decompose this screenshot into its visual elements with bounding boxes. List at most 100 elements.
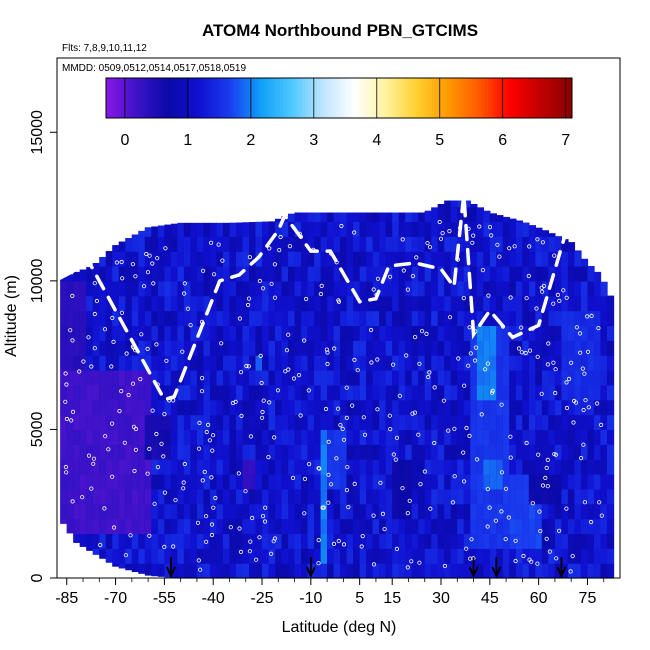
sample-point bbox=[306, 388, 311, 393]
curtain-cell bbox=[522, 444, 530, 460]
curtain-cell bbox=[457, 414, 465, 431]
sample-point bbox=[482, 367, 488, 372]
curtain-cell bbox=[483, 459, 491, 475]
curtain-cell bbox=[294, 251, 302, 267]
curtain-cell bbox=[294, 488, 302, 505]
curtain-cell bbox=[587, 488, 595, 505]
curtain-cell bbox=[249, 222, 257, 237]
colorbar-segment bbox=[267, 78, 272, 118]
curtain-cell bbox=[92, 459, 100, 475]
curtain-cell bbox=[190, 310, 198, 327]
curtain-cell bbox=[509, 251, 517, 267]
curtain-cell bbox=[411, 459, 419, 475]
curtain-cell bbox=[281, 280, 289, 297]
curtain-cell bbox=[235, 459, 244, 475]
curtain-cell bbox=[112, 518, 120, 535]
colorbar-segment bbox=[152, 78, 157, 118]
colorbar-segment bbox=[174, 78, 178, 118]
curtain-cell bbox=[463, 563, 471, 579]
curtain-cell bbox=[255, 399, 263, 416]
colorbar-tick-label: 0 bbox=[120, 132, 129, 149]
sample-point bbox=[120, 276, 125, 281]
x-tick-label: -70 bbox=[104, 590, 127, 607]
curtain-cell bbox=[301, 340, 309, 356]
curtain-cell bbox=[86, 399, 94, 416]
curtain-cell bbox=[314, 236, 322, 252]
curtain-cell bbox=[496, 474, 504, 490]
curtain-cell bbox=[125, 295, 133, 312]
curtain-cell bbox=[268, 503, 276, 520]
sample-point bbox=[486, 293, 491, 298]
curtain-cell bbox=[249, 266, 257, 282]
curtain-cell bbox=[275, 533, 283, 549]
colorbar-segment bbox=[450, 78, 455, 118]
curtain-cell bbox=[424, 384, 432, 401]
sample-point bbox=[211, 433, 216, 438]
curtain-cell bbox=[385, 563, 393, 579]
curtain-cell bbox=[554, 236, 563, 252]
curtain-cell bbox=[353, 212, 361, 223]
curtain-cell bbox=[131, 266, 139, 282]
curtain-cell bbox=[483, 399, 491, 416]
sample-point bbox=[432, 385, 437, 390]
curtain-cell bbox=[483, 429, 491, 445]
curtain-cell bbox=[281, 518, 289, 535]
curtain-cell bbox=[203, 340, 211, 356]
curtain-cell bbox=[183, 488, 192, 505]
curtain-cell bbox=[333, 310, 341, 327]
curtain-cell bbox=[411, 548, 419, 564]
colorbar-segment bbox=[168, 78, 172, 118]
curtain-cell bbox=[561, 474, 569, 490]
curtain-cell bbox=[554, 503, 563, 520]
curtain-cell bbox=[470, 474, 478, 490]
curtain-cell bbox=[118, 563, 126, 569]
curtain-cell bbox=[275, 310, 283, 327]
curtain-cell bbox=[476, 533, 484, 549]
curtain-cell bbox=[574, 340, 582, 356]
curtain-cell bbox=[177, 236, 185, 252]
curtain-cell bbox=[203, 222, 211, 237]
sample-point bbox=[555, 292, 561, 297]
curtain-cell bbox=[320, 459, 328, 475]
sample-point bbox=[467, 433, 472, 438]
colorbar-segment bbox=[214, 78, 219, 118]
sample-point bbox=[132, 468, 137, 474]
sample-point bbox=[316, 561, 321, 566]
curtain-cell bbox=[496, 429, 504, 445]
curtain-cell bbox=[574, 533, 582, 549]
curtain-cell bbox=[353, 488, 361, 505]
curtain-cell bbox=[177, 444, 185, 460]
curtain-cell bbox=[515, 503, 523, 520]
curtain-cell bbox=[405, 548, 413, 564]
curtain-cell bbox=[509, 355, 517, 371]
curtain-cell bbox=[346, 563, 354, 579]
curtain-cell bbox=[118, 340, 126, 356]
sample-point bbox=[437, 219, 442, 225]
sample-point bbox=[438, 236, 444, 241]
curtain-cell bbox=[170, 355, 179, 371]
curtain-cell bbox=[431, 355, 439, 371]
curtain-cell bbox=[131, 236, 139, 252]
curtain-cell bbox=[73, 280, 81, 297]
curtain-cell bbox=[587, 384, 595, 401]
curtain-cell bbox=[196, 518, 205, 535]
curtain-cell bbox=[470, 280, 478, 297]
curtain-cell bbox=[209, 236, 218, 252]
sample-point bbox=[541, 283, 547, 289]
curtain-cell bbox=[561, 518, 569, 535]
curtain-cell bbox=[600, 414, 608, 431]
curtain-cell bbox=[249, 280, 257, 297]
curtain-cell bbox=[366, 488, 374, 505]
curtain-cell bbox=[418, 310, 426, 327]
curtain-cell bbox=[379, 563, 387, 579]
sample-point bbox=[418, 481, 423, 487]
colorbar-segment bbox=[180, 78, 185, 118]
curtain-cell bbox=[372, 340, 380, 356]
curtain-cell bbox=[327, 488, 335, 505]
sample-point bbox=[238, 369, 244, 375]
sample-point bbox=[181, 480, 186, 485]
curtain-cell bbox=[262, 488, 270, 505]
curtain-cell bbox=[177, 295, 185, 312]
curtain-cell bbox=[92, 488, 100, 505]
sample-point bbox=[578, 455, 584, 461]
